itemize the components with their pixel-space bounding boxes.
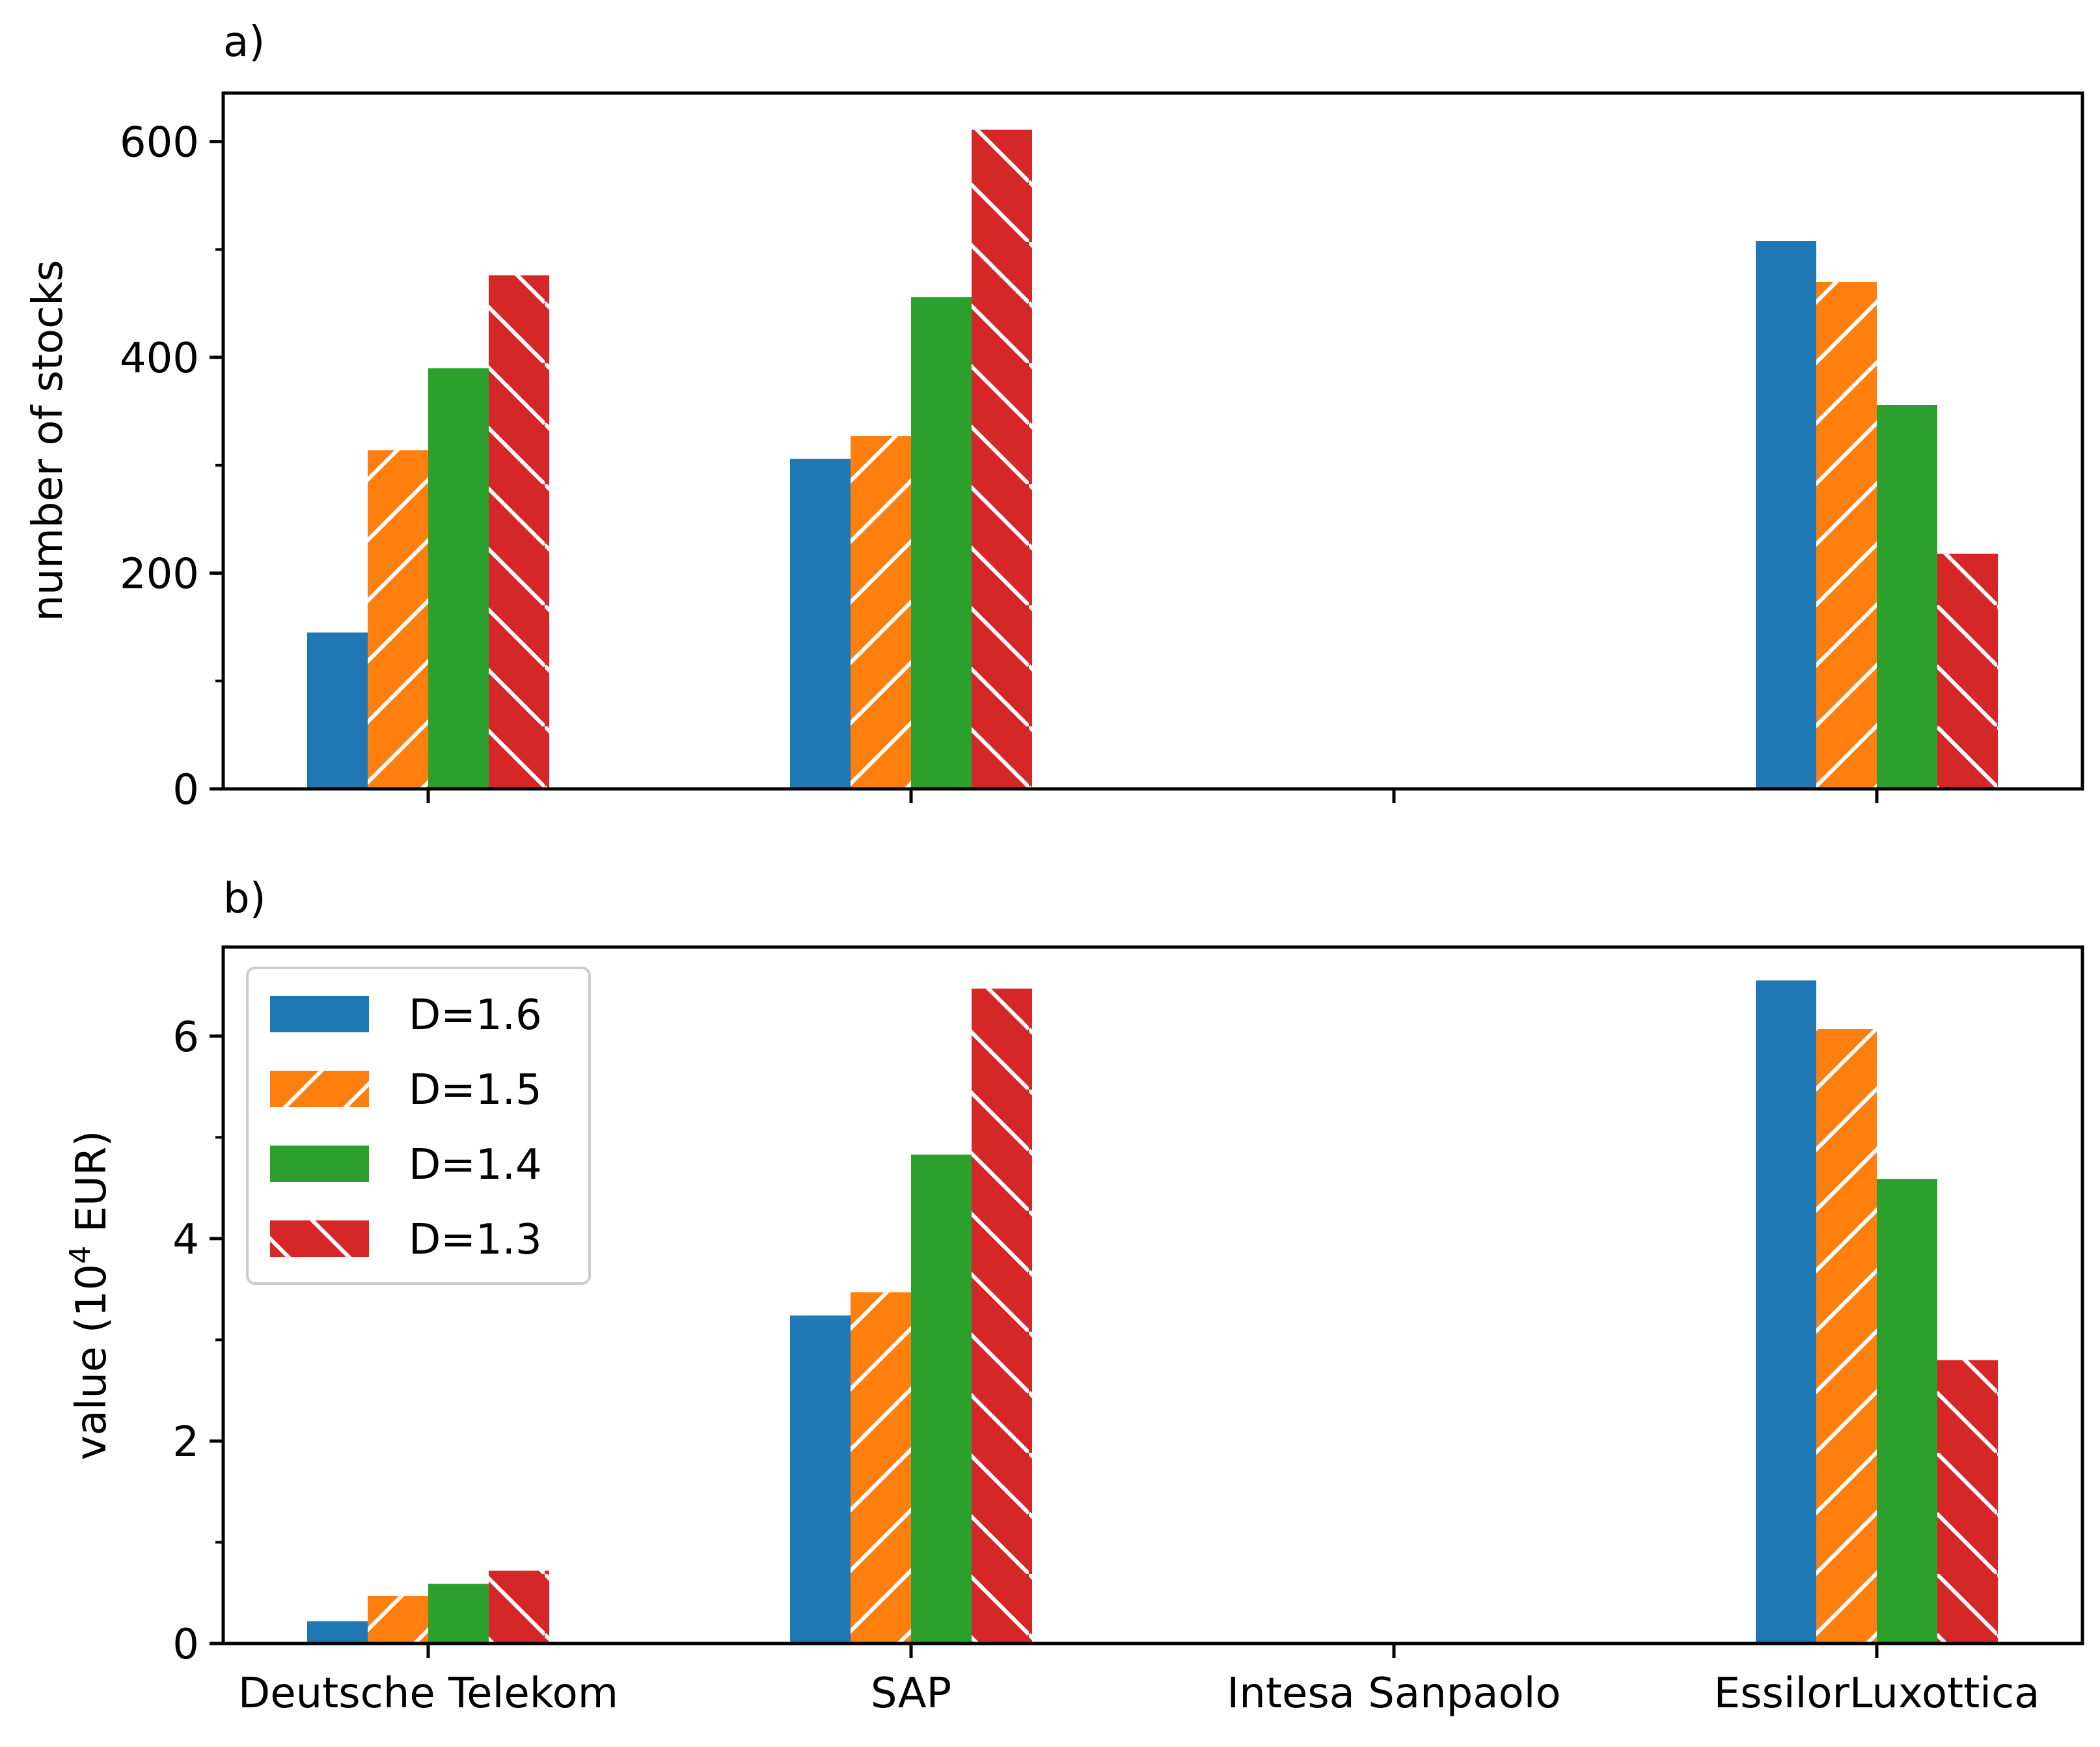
legend-entry-d-1-5: D=1.5: [270, 1066, 542, 1114]
bar-deutsche-telekom-d-1-3: [489, 275, 549, 789]
bar-essilorluxottica-d-1-4: [1877, 1179, 1937, 1644]
legend-swatch-hatch: [270, 1071, 369, 1107]
bars-a: [307, 130, 1998, 790]
bar-sap-d-1-4: [911, 297, 972, 790]
legend-swatch: [270, 996, 369, 1032]
bar-sap-d-1-6: [790, 458, 851, 789]
bar-deutsche-telekom-d-1-5: [368, 1595, 428, 1644]
y-tick-label: 2: [172, 1418, 199, 1466]
bar-deutsche-telekom-d-1-3: [489, 1571, 549, 1644]
bar-sap-d-1-5: [851, 1292, 911, 1644]
x-tick-label-essilorluxottica: EssilorLuxottica: [1714, 1670, 2040, 1718]
bar-sap-d-1-3: [972, 988, 1032, 1644]
y-tick-label: 0: [172, 766, 199, 814]
y-axis-label-b-end: EUR): [68, 1131, 116, 1246]
bar-sap-d-1-4: [911, 1154, 972, 1644]
bar-essilorluxottica-d-1-3: [1937, 553, 1998, 789]
bar-essilorluxottica-d-1-6: [1756, 980, 1816, 1644]
panel-label-b: b): [223, 875, 266, 923]
legend-label: D=1.6: [409, 991, 542, 1039]
bar-deutsche-telekom-d-1-4: [428, 1584, 489, 1644]
legend-label: D=1.4: [409, 1141, 542, 1189]
bar-sap-d-1-5: [851, 436, 911, 789]
bar-deutsche-telekom-d-1-6: [307, 632, 368, 789]
y-tick-label: 0: [172, 1621, 199, 1669]
y-tick-label: 600: [120, 119, 199, 167]
bar-essilorluxottica-d-1-5: [1816, 1028, 1877, 1644]
x-axis-b: Deutsche Telekom SAP Intesa Sanpaolo Essilo…: [238, 1644, 2039, 1718]
y-tick-label: 4: [172, 1216, 199, 1264]
bar-deutsche-telekom-d-1-6: [307, 1621, 368, 1644]
legend: D=1.6 D=1.5 D=1.4 D=1.3: [246, 967, 591, 1285]
y-tick-label: 200: [120, 551, 199, 599]
panel-label-a: a): [223, 18, 265, 66]
legend-entry-d-1-4: D=1.4: [270, 1141, 542, 1189]
x-axis-a: [426, 789, 1879, 803]
y-axis-label-b-main: value (10: [68, 1264, 116, 1461]
panel-a: a) 0 200 400 600 number of stocks: [24, 18, 2084, 814]
y-axis-b: 0 2 4 6: [172, 1013, 223, 1669]
x-tick-label-deutsche-telekom: Deutsche Telekom: [238, 1670, 618, 1718]
bar-essilorluxottica-d-1-3: [1937, 1360, 1998, 1644]
x-tick-label-sap: SAP: [871, 1670, 951, 1718]
y-axis-label-b-sup: 4: [64, 1246, 97, 1264]
plot-frame-a: [221, 91, 2084, 791]
legend-swatch-hatch: [270, 1220, 369, 1257]
bar-deutsche-telekom-d-1-5: [368, 450, 428, 789]
y-axis-a: 0 200 400 600: [120, 119, 223, 814]
y-axis-label-a: number of stocks: [24, 260, 72, 621]
legend-box: [246, 967, 591, 1285]
legend-entry-d-1-3: D=1.3: [270, 1216, 542, 1264]
x-tick-label-intesa-sanpaolo: Intesa Sanpaolo: [1227, 1670, 1561, 1718]
y-tick-label: 400: [120, 335, 199, 383]
bar-sap-d-1-3: [972, 130, 1032, 789]
plot-frame-b: [221, 945, 2084, 1645]
legend-entry-d-1-6: D=1.6: [270, 991, 542, 1039]
y-axis-label-b: value (104 EUR): [64, 1131, 116, 1461]
bars-b: [307, 980, 1998, 1644]
bar-essilorluxottica-d-1-5: [1816, 282, 1877, 789]
legend-label: D=1.3: [409, 1216, 542, 1264]
legend-label: D=1.5: [409, 1066, 542, 1114]
bar-essilorluxottica-d-1-6: [1756, 241, 1816, 789]
y-tick-label: 6: [172, 1013, 199, 1062]
bar-deutsche-telekom-d-1-4: [428, 368, 489, 789]
panel-b: b) 0 2 4 6 Deutsche Telekom SAP Intesa Sanpao…: [64, 875, 2084, 1718]
bar-sap-d-1-6: [790, 1315, 851, 1644]
legend-swatch: [270, 1146, 369, 1182]
bar-essilorluxottica-d-1-4: [1877, 404, 1937, 789]
